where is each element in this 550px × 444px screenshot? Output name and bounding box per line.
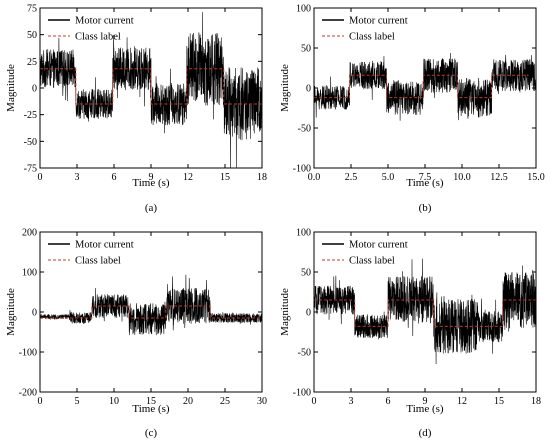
class-label-line <box>314 299 536 327</box>
x-tick-label: 5 <box>75 396 80 407</box>
x-tick-label: 25 <box>220 396 230 407</box>
chart-panel-4: 0 3 6 9 12 15 18 -100 -50 0 50 100 Time (s) Magnitude… <box>279 228 541 440</box>
x-tick-label: 6 <box>112 172 117 183</box>
legend-label-class-label: Class label <box>75 256 121 267</box>
y-tick-label: 0 <box>306 84 311 95</box>
chart-panel-1: 0 3 6 9 12 15 18 -75 -50 -25 0 25 50 75 Time (s) Magnit… <box>5 4 267 215</box>
x-tick-label: 12 <box>457 396 467 407</box>
panel-label: (b) <box>419 202 432 214</box>
x-tick-label: 7.5 <box>419 172 432 183</box>
motor-current-line <box>40 12 262 168</box>
x-tick-label: 3 <box>75 172 80 183</box>
legend-label-class-label: Class label <box>349 32 395 43</box>
y-tick-label: -50 <box>298 124 311 135</box>
panel-label: (d) <box>419 427 432 439</box>
class-label-line <box>40 68 262 105</box>
class-label-line <box>40 305 262 319</box>
x-tick-label: 18 <box>257 172 267 183</box>
x-tick-label: 2.5 <box>345 172 358 183</box>
x-tick-label: 30 <box>257 396 267 407</box>
y-tick-label: 100 <box>296 228 311 239</box>
y-tick-label: -50 <box>298 348 311 359</box>
y-tick-label: -75 <box>24 164 37 175</box>
y-tick-label: 50 <box>27 30 37 41</box>
x-tick-label: 6 <box>386 396 391 407</box>
y-tick-label: 100 <box>296 4 311 15</box>
y-axis-title: Magnitude <box>5 288 17 336</box>
y-axis-title: Magnitude <box>279 64 291 112</box>
y-tick-label: -200 <box>19 388 37 399</box>
plot-frame <box>39 231 263 393</box>
x-axis-title: Time (s) <box>406 403 444 415</box>
x-tick-label: 0.0 <box>308 172 321 183</box>
x-tick-label: 18 <box>531 396 541 407</box>
y-tick-label: 0 <box>306 308 311 319</box>
y-axis-title: Magnitude <box>279 288 291 336</box>
x-tick-label: 9 <box>149 172 154 183</box>
motor-current-line <box>314 52 536 121</box>
x-axis-title: Time (s) <box>406 177 444 189</box>
x-axis-title: Time (s) <box>132 177 170 189</box>
x-tick-label: 3 <box>349 396 354 407</box>
x-tick-label: 9 <box>423 396 428 407</box>
y-tick-label: 50 <box>301 268 311 279</box>
legend-label-motor-current: Motor current <box>349 16 408 27</box>
x-tick-label: 10 <box>109 396 119 407</box>
y-axis-title: Magnitude <box>5 64 17 112</box>
y-tick-label: 100 <box>22 268 37 279</box>
x-tick-label: 0 <box>38 172 43 183</box>
legend-label-motor-current: Motor current <box>75 240 134 251</box>
x-tick-label: 15 <box>146 396 156 407</box>
y-tick-label: 75 <box>27 4 37 15</box>
chart-panel-3: 0 5 10 15 20 25 30 -200 -100 0 100 200 Time (s) Magni… <box>5 228 267 440</box>
motor-current-line <box>40 274 262 336</box>
x-tick-label: 12.5 <box>490 172 508 183</box>
panel-label: (a) <box>145 202 158 214</box>
x-tick-label: 15.0 <box>527 172 545 183</box>
x-tick-label: 0 <box>312 396 317 407</box>
y-tick-label: -100 <box>293 388 311 399</box>
x-tick-label: 12 <box>183 172 193 183</box>
y-tick-label: 200 <box>22 228 37 239</box>
x-tick-label: 5.0 <box>382 172 395 183</box>
x-tick-label: 15 <box>494 396 504 407</box>
y-tick-label: 25 <box>27 57 37 68</box>
legend-label-motor-current: Motor current <box>349 240 408 251</box>
motor-current-line <box>314 258 536 364</box>
class-label-line <box>314 74 529 99</box>
x-tick-label: 10.0 <box>453 172 471 183</box>
x-tick-label: 15 <box>220 172 230 183</box>
legend-label-class-label: Class label <box>75 32 121 43</box>
y-tick-label: -100 <box>293 164 311 175</box>
panel-label: (c) <box>145 427 158 439</box>
y-tick-label: -25 <box>24 110 37 121</box>
x-tick-label: 20 <box>183 396 193 407</box>
y-tick-label: 0 <box>32 308 37 319</box>
y-tick-label: 0 <box>32 84 37 95</box>
y-tick-label: 50 <box>301 44 311 55</box>
chart-panel-2: 0.0 2.5 5.0 7.5 10.0 12.5 15.0 -100 -50 0 50 100 Tim… <box>279 4 545 215</box>
x-axis-title: Time (s) <box>132 403 170 415</box>
x-tick-label: 0 <box>38 396 43 407</box>
legend-label-motor-current: Motor current <box>75 16 134 27</box>
y-tick-label: -50 <box>24 137 37 148</box>
legend-label-class-label: Class label <box>349 256 395 267</box>
y-tick-label: -100 <box>19 348 37 359</box>
